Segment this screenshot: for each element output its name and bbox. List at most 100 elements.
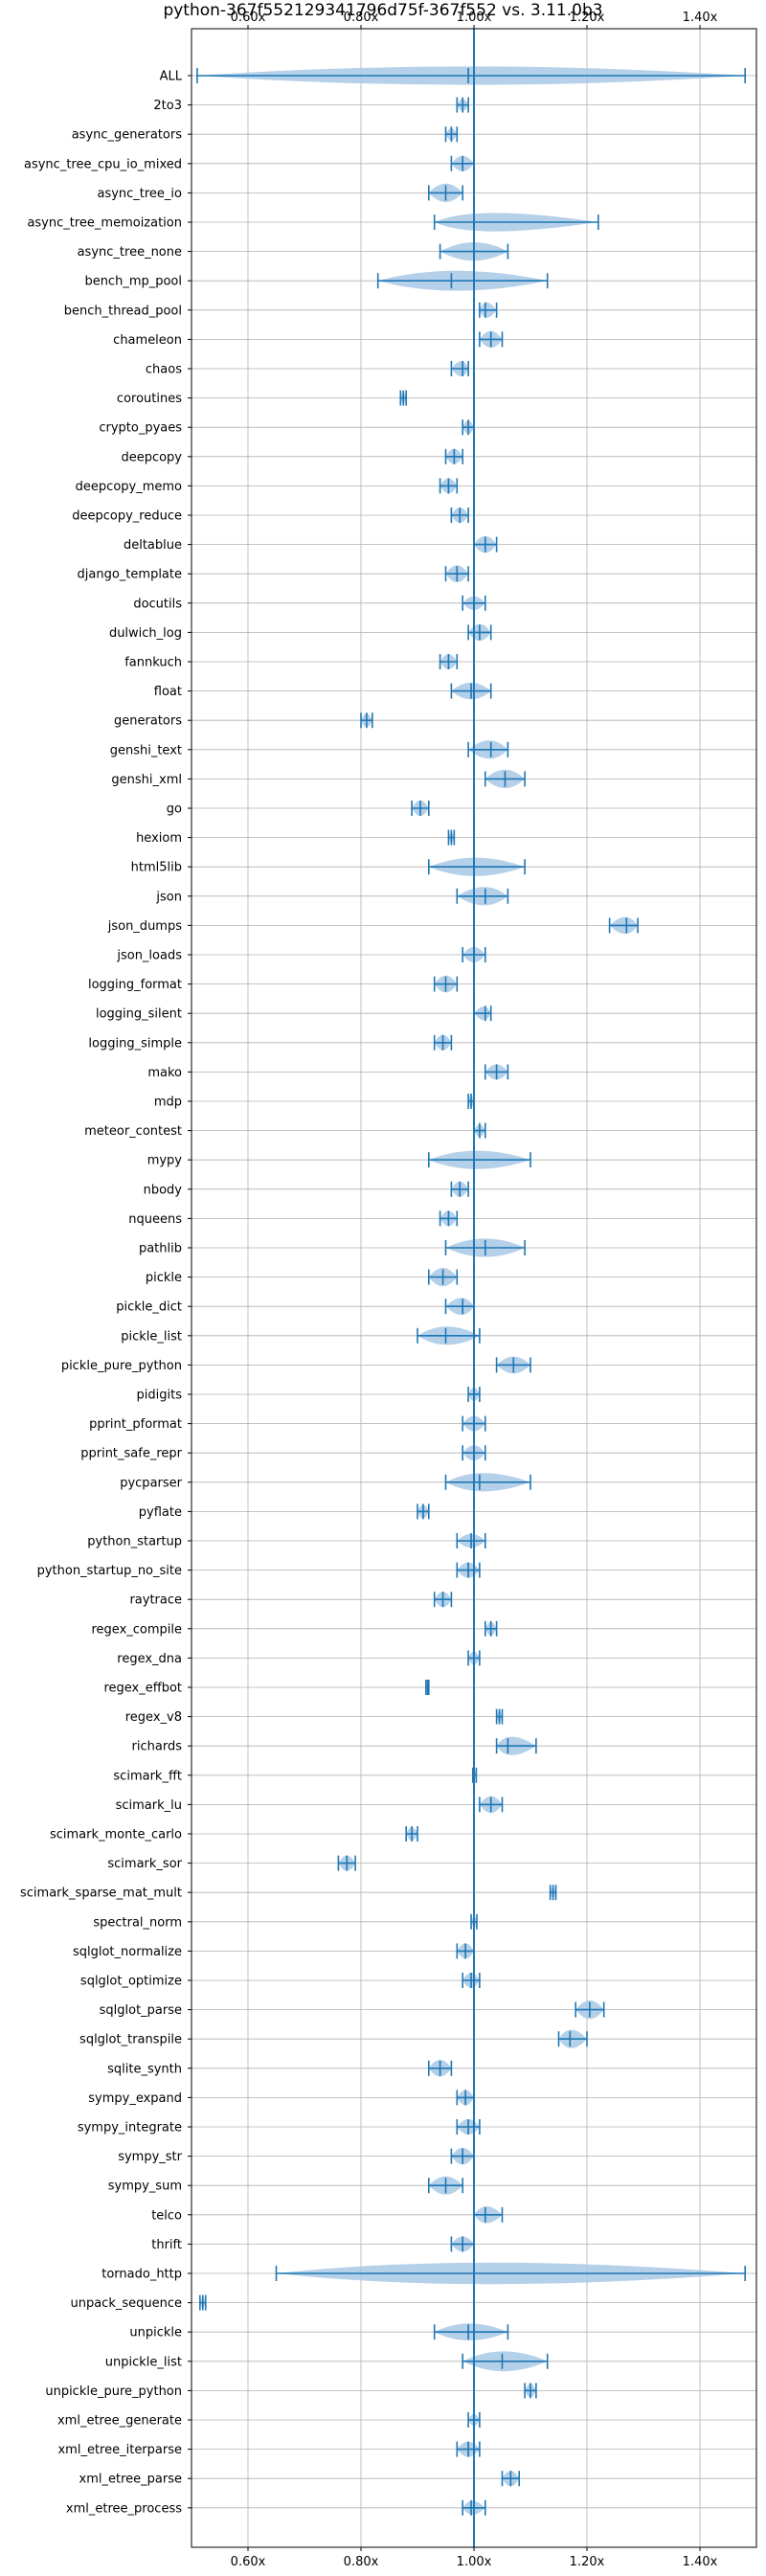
benchmark-label: chameleon: [113, 333, 182, 348]
benchmark-label: nbody: [144, 1183, 183, 1197]
benchmark-label: sqlglot_normalize: [73, 1945, 182, 1959]
benchmark-label: raytrace: [129, 1593, 182, 1608]
benchmark-label: deltablue: [124, 538, 182, 553]
benchmark-label: docutils: [133, 597, 182, 611]
benchmark-label: mdp: [154, 1096, 182, 1110]
benchmark-label: sqlglot_optimize: [80, 1975, 182, 1989]
x-tick-label-bottom: 0.80x: [344, 2555, 379, 2569]
benchmark-label: thrift: [151, 2238, 182, 2252]
benchmark-label: logging_format: [88, 978, 182, 992]
benchmark-label: unpack_sequence: [70, 2296, 182, 2311]
benchmark-label: scimark_sor: [107, 1857, 182, 1871]
benchmark-label: scimark_fft: [113, 1769, 182, 1783]
benchmark-label: pickle: [146, 1271, 182, 1285]
benchmark-label: sympy_integrate: [78, 2121, 182, 2135]
benchmark-label: unpickle: [129, 2326, 182, 2340]
benchmark-label: regex_v8: [125, 1710, 182, 1725]
benchmark-label: chaos: [146, 363, 182, 377]
x-tick-label-top: 1.20x: [570, 11, 605, 25]
benchmark-label: sympy_sum: [108, 2180, 182, 2194]
x-tick-label-top: 1.40x: [683, 11, 718, 25]
benchmark-label: pathlib: [139, 1242, 182, 1256]
violin-series: [196, 66, 747, 2516]
benchmark-label: async_tree_memoization: [27, 216, 182, 231]
benchmark-label: deepcopy: [121, 450, 182, 464]
benchmark-label: logging_silent: [96, 1007, 182, 1022]
benchmark-label: json_loads: [116, 949, 182, 963]
benchmark-label: json: [155, 890, 182, 904]
benchmark-label: float: [154, 685, 182, 699]
benchmark-label: fannkuch: [124, 656, 182, 670]
x-tick-label-top: 1.00x: [457, 11, 492, 25]
benchmark-label: scimark_sparse_mat_mult: [20, 1887, 182, 1901]
benchmark-label: python_startup_no_site: [37, 1564, 182, 1578]
benchmark-label: deepcopy_reduce: [72, 509, 182, 524]
benchmark-label: deepcopy_memo: [76, 480, 182, 494]
benchmark-label: sympy_str: [118, 2150, 182, 2164]
axis-ticks: 0.60x 0.60x 0.80x 0.80x 1.00x 1.00x 1.20x 1.20x…: [188, 11, 718, 2569]
benchmark-label: sqlglot_parse: [100, 2003, 182, 2018]
benchmark-label: json_dumps: [107, 919, 182, 934]
benchmark-label: sqlite_synth: [107, 2062, 182, 2076]
benchmark-label: pidigits: [137, 1389, 183, 1403]
benchmark-label: pprint_pformat: [89, 1417, 182, 1432]
benchmark-label: xml_etree_iterparse: [57, 2443, 182, 2457]
x-tick-label-top: 0.80x: [344, 11, 379, 25]
benchmark-label: python_startup: [87, 1535, 182, 1549]
benchmark-label: richards: [132, 1740, 183, 1754]
benchmark-label: mypy: [147, 1154, 183, 1168]
benchmark-label: crypto_pyaes: [99, 421, 182, 436]
benchmark-label: logging_simple: [88, 1036, 182, 1051]
benchmark-label: django_template: [78, 568, 182, 582]
benchmark-label: pycparser: [120, 1476, 182, 1490]
benchmark-label: regex_effbot: [103, 1682, 182, 1696]
benchmark-label: pickle_pure_python: [61, 1359, 182, 1373]
benchmark-label: nqueens: [128, 1212, 182, 1227]
benchmark-label: mako: [147, 1066, 182, 1080]
chart-title: python-367f552129341796d75f-367f552 vs. …: [163, 1, 603, 20]
benchmark-label: regex_compile: [91, 1622, 182, 1637]
benchmark-label: tornado_http: [101, 2268, 182, 2282]
benchmark-label: dulwich_log: [109, 626, 182, 641]
category-labels: ALL 2to3 async_generators async_tree_cpu_io…: [20, 70, 183, 2517]
benchmark-label: xml_etree_process: [66, 2501, 182, 2516]
benchmark-label: hexiom: [136, 831, 182, 846]
benchmark-label: async_generators: [72, 128, 183, 143]
benchmark-label: scimark_lu: [116, 1798, 182, 1813]
benchmark-label: 2to3: [153, 99, 182, 113]
benchmark-label: genshi_text: [110, 743, 182, 757]
benchmark-label: bench_mp_pool: [84, 275, 182, 289]
benchmark-label: xml_etree_generate: [57, 2414, 182, 2429]
benchmark-label: sqlglot_transpile: [79, 2033, 182, 2047]
benchmark-label: xml_etree_parse: [79, 2473, 182, 2487]
benchmark-label: async_tree_none: [78, 245, 182, 260]
benchmark-label: bench_thread_pool: [64, 304, 182, 318]
benchmark-label: regex_dna: [117, 1652, 182, 1666]
x-tick-label-bottom: 1.20x: [570, 2555, 605, 2569]
benchmark-label: spectral_norm: [93, 1915, 182, 1930]
benchmark-label: unpickle_list: [105, 2355, 182, 2369]
benchmark-label: async_tree_io: [97, 187, 182, 201]
benchmark-label: pickle_dict: [116, 1300, 182, 1315]
benchmark-label: sympy_expand: [88, 2091, 182, 2106]
benchmark-label: telco: [151, 2208, 182, 2223]
benchmark-label: go: [167, 802, 182, 817]
benchmark-label: html5lib: [131, 861, 182, 875]
benchmark-label: coroutines: [117, 392, 182, 406]
benchmark-label: ALL: [160, 70, 183, 84]
benchmark-label: genshi_xml: [111, 773, 182, 787]
x-tick-label-top: 0.60x: [231, 11, 266, 25]
x-tick-label-bottom: 1.40x: [683, 2555, 718, 2569]
plot-frame: [191, 28, 757, 2548]
benchmark-label: generators: [114, 714, 182, 729]
benchmark-label: pyflate: [139, 1505, 182, 1520]
benchmark-label: scimark_monte_carlo: [50, 1828, 182, 1842]
benchmark-label: unpickle_pure_python: [45, 2384, 182, 2399]
x-tick-label-bottom: 0.60x: [231, 2555, 266, 2569]
x-tick-label-bottom: 1.00x: [457, 2555, 492, 2569]
benchmark-label: pprint_safe_repr: [80, 1447, 182, 1461]
benchmark-label: pickle_list: [121, 1329, 182, 1344]
benchmark-label: async_tree_cpu_io_mixed: [24, 157, 182, 171]
benchmark-label: meteor_contest: [84, 1124, 182, 1139]
